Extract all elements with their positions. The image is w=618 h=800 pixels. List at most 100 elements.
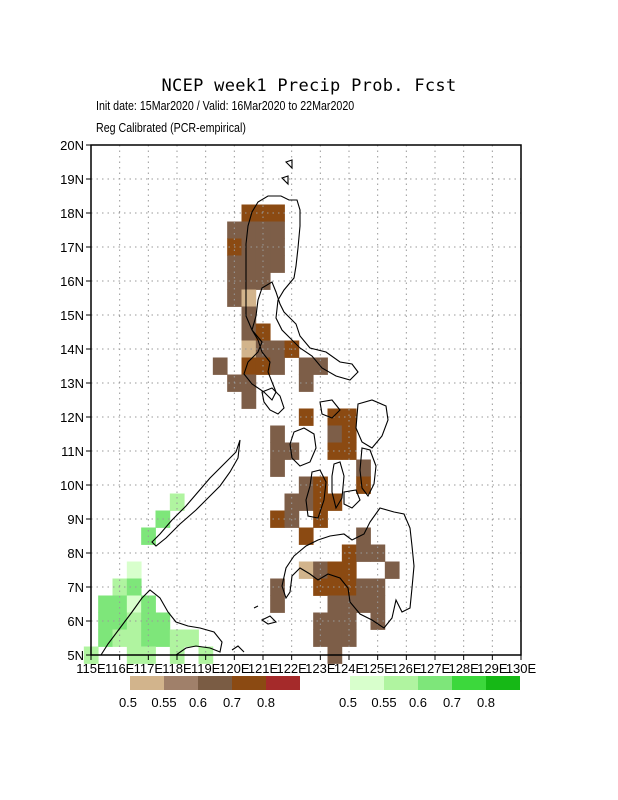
prob-cell (270, 221, 285, 239)
prob-cell (126, 612, 142, 630)
lat-tick-label: 18N (60, 206, 84, 221)
prob-cell (141, 612, 156, 630)
lat-tick-label: 20N (60, 138, 84, 153)
wet-legend-label: 0.6 (409, 695, 427, 710)
prob-cell (327, 425, 343, 443)
axes: 5N 6N 7N 8N 9N 10N 11N 12N 13N 14N 15N 16N 17N 18N 19N… (60, 138, 536, 676)
prob-cell (241, 306, 257, 324)
gridlines (91, 145, 521, 655)
prob-cell (327, 595, 343, 613)
prob-cell (356, 527, 371, 545)
prob-cell (313, 612, 328, 630)
prob-cell (227, 221, 242, 239)
dry-legend-swatch (130, 676, 164, 690)
lon-tick-label: 116E (105, 661, 135, 676)
prob-cell (241, 340, 257, 358)
prob-cell (112, 629, 128, 647)
lat-tick-label: 13N (60, 376, 84, 391)
probability-cells (83, 204, 400, 664)
dry-legend-swatch (164, 676, 198, 690)
prob-cell (227, 255, 242, 273)
prob-cell (255, 204, 271, 222)
prob-cell (241, 221, 257, 239)
prob-cell (169, 629, 185, 647)
prob-cell (270, 204, 285, 222)
prob-cell (370, 595, 386, 613)
prob-cell (341, 595, 357, 613)
lon-tick-label: 118E (162, 661, 192, 676)
wet-legend-label: 0.7 (443, 695, 461, 710)
prob-cell (270, 442, 285, 460)
wet-legend-swatch (350, 676, 384, 690)
lat-tick-label: 9N (67, 512, 84, 527)
prob-cell (270, 510, 285, 528)
coastline-masbate (319, 399, 341, 419)
prob-cell (313, 578, 328, 596)
prob-cell (298, 357, 314, 375)
prob-cell (255, 221, 271, 239)
prob-cell (327, 612, 343, 630)
prob-cell (241, 255, 257, 273)
lon-tick-label: 130E (506, 661, 537, 676)
lat-tick-label: 11N (61, 444, 84, 459)
prob-cell (98, 612, 113, 630)
lon-tick-label: 121E (248, 661, 279, 676)
dry-legend-label: 0.8 (257, 695, 275, 710)
coastline-borneo (100, 589, 223, 656)
prob-cell (98, 595, 113, 613)
wet-legend-label: 0.55 (371, 695, 396, 710)
prob-cell (255, 238, 271, 256)
prob-cell (241, 289, 257, 307)
coastline-mindoro (261, 387, 285, 415)
calibration-method: Reg Calibrated (PCR-empirical) (96, 120, 246, 135)
coastline-cebu (331, 461, 345, 510)
map-frame (90, 144, 522, 656)
coastline-batanes (280, 159, 293, 186)
lat-tick-label: 12N (60, 410, 84, 425)
prob-cell (241, 238, 257, 256)
dry-legend-label: 0.6 (189, 695, 207, 710)
lat-tick-label: 19N (60, 172, 84, 187)
coastline-luzon (243, 195, 359, 401)
prob-cell (284, 442, 300, 460)
wet-legend-label: 0.8 (477, 695, 495, 710)
prob-cell (284, 493, 300, 511)
lat-tick-label: 8N (67, 546, 84, 561)
lon-tick-label: 128E (448, 661, 479, 676)
prob-cell (384, 561, 400, 579)
prob-cell (241, 374, 257, 392)
prob-cell (126, 578, 142, 596)
wet-legend-swatch (452, 676, 486, 690)
coastline-negros (305, 469, 327, 519)
prob-cell (241, 272, 257, 290)
prob-cell (356, 544, 371, 562)
prob-cell (270, 595, 285, 613)
prob-cell (356, 578, 371, 596)
wet-legend-swatch (486, 676, 520, 690)
map-title: NCEP week1 Precip Prob. Fcst (161, 76, 457, 96)
prob-cell (270, 357, 285, 375)
prob-cell (341, 425, 357, 443)
prob-cell (212, 357, 228, 375)
prob-cell (313, 629, 328, 647)
prob-cell (298, 527, 314, 545)
prob-cell (298, 561, 314, 579)
prob-cell (356, 595, 371, 613)
prob-cell (141, 629, 156, 647)
prob-cell (184, 629, 199, 647)
wet-legend-label: 0.5 (339, 695, 357, 710)
lat-tick-label: 15N (60, 308, 84, 323)
coastlines (100, 159, 415, 656)
coastline-palawan (151, 439, 241, 547)
lon-tick-label: 124E (334, 661, 365, 676)
dry-legend-swatch (198, 676, 232, 690)
prob-cell (241, 357, 257, 375)
init-valid-dates: Init date: 15Mar2020 / Valid: 16Mar2020 … (96, 98, 355, 113)
prob-cell (241, 391, 257, 409)
lat-tick-label: 17N (60, 240, 84, 255)
prob-cell (126, 629, 142, 647)
prob-cell (341, 561, 357, 579)
coastline-mindanao (281, 507, 415, 629)
lon-tick-label: 125E (362, 661, 393, 676)
lat-tick-label: 14N (60, 342, 84, 357)
